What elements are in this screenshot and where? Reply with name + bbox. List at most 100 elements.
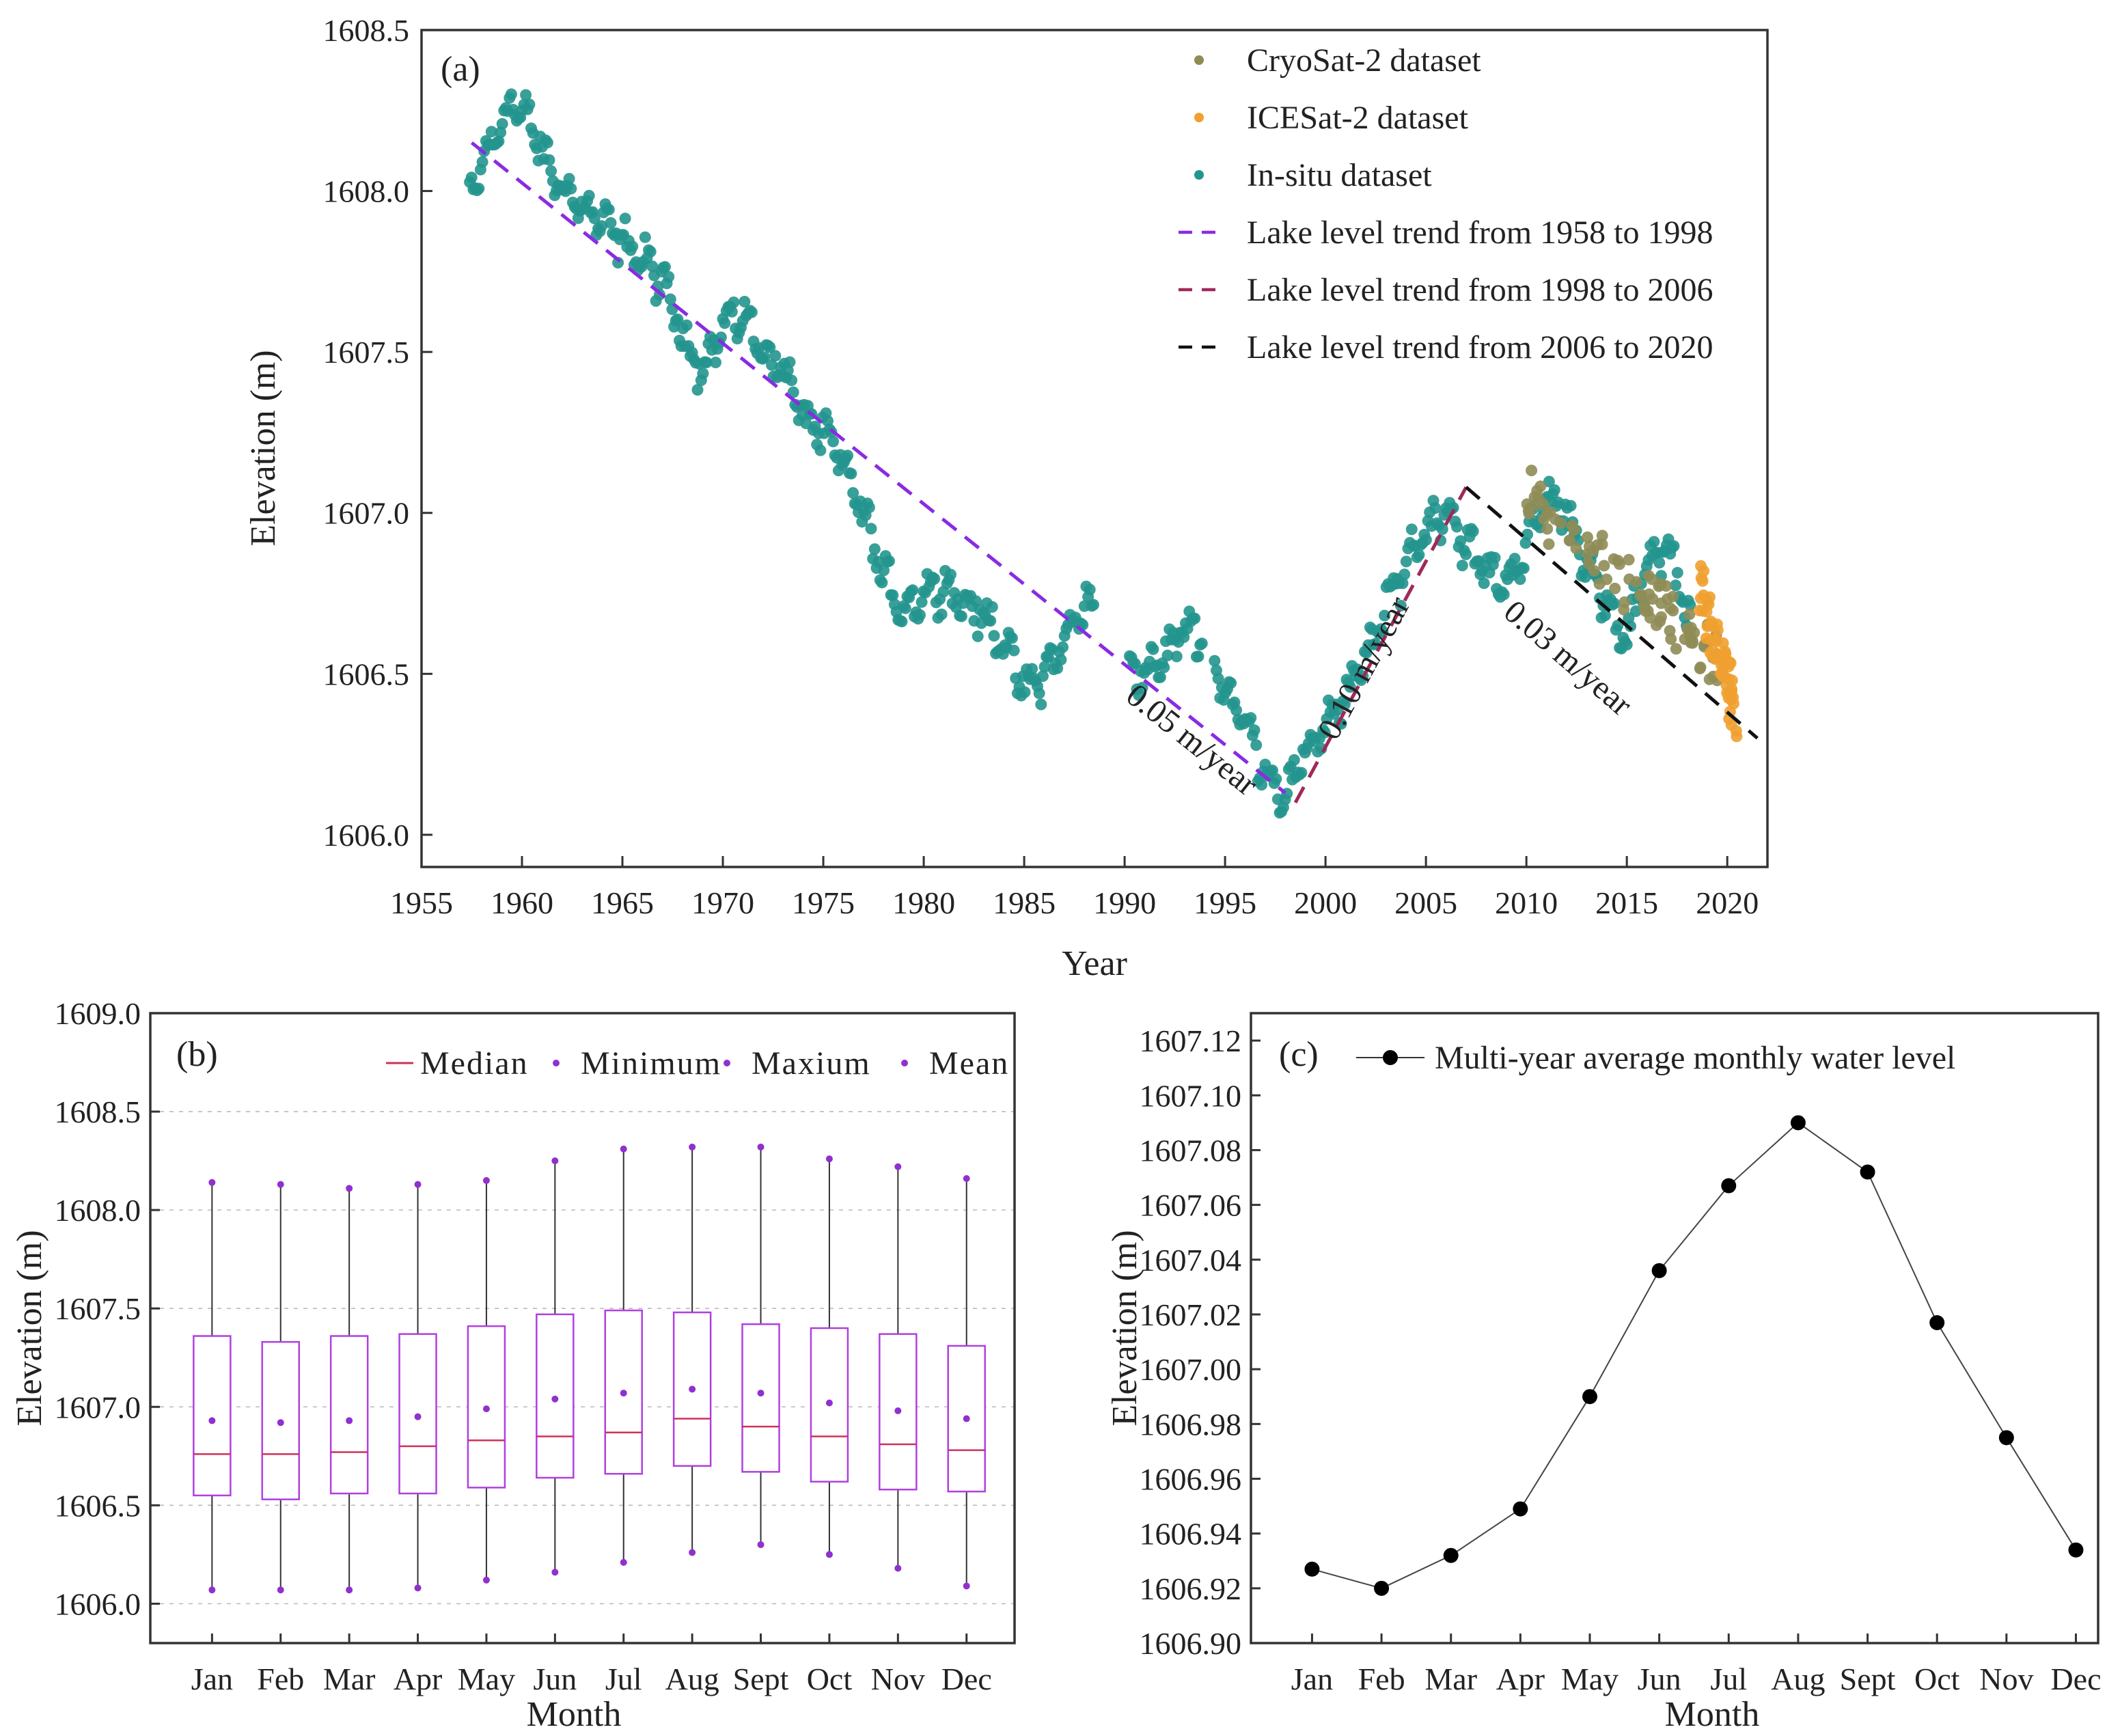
- max-point: [277, 1181, 284, 1188]
- insitu-point: [663, 271, 675, 283]
- max-point: [963, 1175, 970, 1183]
- cryosat-point: [1654, 616, 1666, 627]
- min-point: [963, 1582, 970, 1590]
- cryosat-point: [1662, 593, 1674, 605]
- min-point: [414, 1584, 422, 1592]
- cryosat-point: [1623, 573, 1636, 585]
- insitu-point: [878, 564, 890, 577]
- mean-point: [757, 1390, 765, 1397]
- insitu-point: [907, 584, 919, 596]
- insitu-point: [1514, 573, 1526, 585]
- insitu-point: [543, 154, 555, 166]
- icesat-point: [1730, 725, 1742, 737]
- insitu-point: [1405, 523, 1418, 536]
- insitu-point: [1377, 625, 1389, 637]
- min-point: [689, 1549, 696, 1556]
- insitu-point: [728, 297, 740, 308]
- insitu-point: [986, 601, 998, 613]
- insitu-point: [1450, 521, 1463, 533]
- data-point: [1513, 1501, 1528, 1517]
- x-tick-label: May: [1561, 1662, 1619, 1696]
- legend-item: ICESat-2 dataset: [1247, 100, 1469, 136]
- insitu-point: [784, 356, 796, 368]
- x-tick-label: Feb: [1358, 1662, 1405, 1696]
- max-point: [620, 1145, 627, 1153]
- y-tick-label: 1606.5: [55, 1488, 141, 1523]
- data-point: [1304, 1561, 1320, 1577]
- x-tick-label: Aug: [665, 1662, 719, 1696]
- min-point: [277, 1586, 284, 1594]
- insitu-point: [1035, 698, 1047, 711]
- data-point: [1582, 1389, 1597, 1405]
- insitu-point: [476, 156, 488, 168]
- x-tick-label: Nov: [871, 1662, 925, 1696]
- x-tick-label: Jan: [1291, 1662, 1333, 1696]
- min-point: [346, 1586, 353, 1594]
- insitu-point: [1671, 566, 1683, 579]
- y-tick-label: 1606.90: [1140, 1626, 1242, 1661]
- insitu-point: [697, 368, 709, 380]
- cryosat-point: [1566, 519, 1578, 532]
- y-tick-label: 1606.98: [1140, 1407, 1242, 1442]
- legend-item: In-situ dataset: [1247, 157, 1432, 193]
- x-tick-label: Nov: [1979, 1662, 2033, 1696]
- panel-b: Jan Feb Mar Apr May Jun Jul Aug Sept Oct Nov Dec 16…: [10, 996, 1016, 1734]
- insitu-point: [955, 610, 967, 622]
- y-tick-label: 1607.06: [1140, 1188, 1242, 1223]
- insitu-point: [710, 357, 721, 368]
- max-point: [757, 1143, 765, 1151]
- insitu-point: [1088, 598, 1099, 611]
- max-point: [346, 1185, 353, 1192]
- cryosat-point: [1623, 553, 1635, 566]
- insitu-point: [1478, 577, 1490, 590]
- panel-c-x-ticks: Jan Feb Mar Apr May Jun Jul Aug Sept Oct Nov Dec: [1291, 1634, 2102, 1696]
- insitu-point: [1498, 588, 1510, 601]
- box-iqr: [193, 1335, 232, 1497]
- cryosat-point: [1653, 580, 1665, 592]
- mean-point: [551, 1395, 559, 1403]
- insitu-point: [644, 245, 657, 258]
- insitu-point: [1196, 637, 1208, 650]
- panel-a-x-axis-label: Year: [1062, 944, 1127, 983]
- x-tick-label: Apr: [1496, 1662, 1545, 1696]
- max-point: [482, 1176, 490, 1184]
- data-point: [1790, 1115, 1806, 1131]
- x-tick-label: May: [458, 1662, 515, 1696]
- insitu-point: [1006, 632, 1018, 644]
- panel-a-trends: [470, 141, 1759, 803]
- x-tick-label: 1995: [1194, 885, 1256, 920]
- insitu-point: [1270, 773, 1282, 785]
- insitu-point: [868, 543, 881, 555]
- insitu-point: [847, 487, 859, 499]
- icesat-point: [1717, 637, 1729, 649]
- insitu-point: [787, 386, 799, 398]
- insitu-point: [1192, 650, 1204, 663]
- insitu-point: [719, 317, 731, 329]
- panel-b-legend: Median Minimum Maxium Mean: [386, 1045, 1008, 1081]
- insitu-point: [988, 630, 1000, 642]
- insitu-point: [1455, 535, 1467, 547]
- y-tick-label: 1607.02: [1140, 1297, 1242, 1332]
- icesat-point: [1695, 560, 1707, 572]
- insitu-point: [1436, 523, 1448, 535]
- insitu-point: [915, 596, 928, 608]
- x-tick-label: Apr: [394, 1662, 443, 1696]
- insitu-point: [1033, 687, 1045, 700]
- insitu-point: [1038, 661, 1051, 673]
- y-tick-label: 1606.94: [1140, 1517, 1242, 1552]
- x-tick-label: 2010: [1495, 885, 1558, 920]
- insitu-point: [619, 212, 631, 225]
- cryosat-point: [1609, 582, 1621, 594]
- icesat-point: [1725, 685, 1737, 698]
- insitu-point: [1460, 548, 1472, 560]
- y-tick-label: 1606.5: [323, 657, 410, 691]
- mean-point: [482, 1405, 490, 1413]
- cryosat-point: [1694, 661, 1707, 674]
- mean-point: [620, 1390, 627, 1397]
- insitu-point: [1170, 650, 1183, 663]
- insitu-point: [764, 341, 776, 353]
- x-tick-label: 1965: [591, 885, 654, 920]
- legend-marker: [1194, 55, 1204, 65]
- insitu-point: [769, 350, 782, 362]
- y-tick-label: 1606.0: [323, 818, 410, 853]
